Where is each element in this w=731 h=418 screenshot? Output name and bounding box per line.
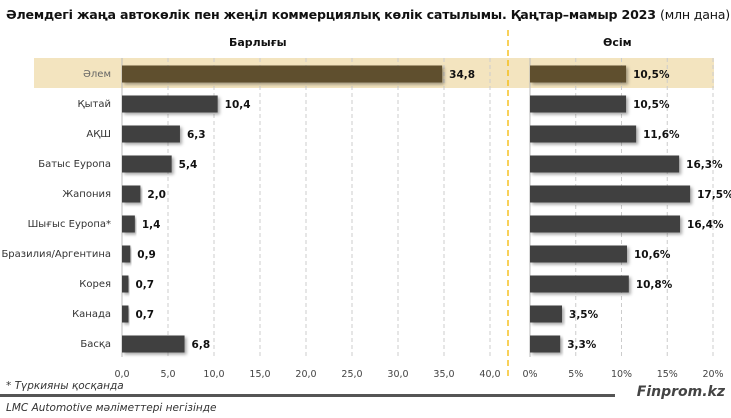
growth-value-label: 16,3% [686,159,723,171]
growth-value-label: 3,5% [569,309,599,321]
growth-bar [530,65,627,83]
chart-title: Әлемдегі жаңа автокөлік пен жеңіл коммер… [6,7,730,22]
category-label: Басқа [80,339,111,350]
category-label: Канада [72,309,111,320]
total-bar [122,95,218,113]
growth-bar [530,275,629,293]
x-tick-label: 15,0 [249,369,270,380]
total-bar [122,215,135,233]
category-label: АҚШ [86,129,111,140]
footnote: * Түркияны қосқанда [6,380,124,392]
total-value-label: 0,9 [137,249,156,261]
total-value-label: 10,4 [225,99,251,111]
category-label: Корея [79,279,111,290]
total-bar [122,335,185,353]
brand-logo: Finprom.kz [636,384,725,400]
total-value-label: 2,0 [147,189,166,201]
growth-bar [530,305,563,323]
footer-rule [0,394,615,397]
total-value-label: 0,7 [135,279,154,291]
growth-value-label: 10,5% [633,99,670,111]
x-tick-label: 10% [611,369,632,380]
category-label: Бразилия/Аргентина [1,249,111,260]
x-tick-label: 5,0 [160,369,175,380]
category-label: Шығыс Еуропа* [28,219,111,230]
x-tick-label: 5% [568,369,583,380]
source-note: LMC Automotive мәліметтері негізінде [6,402,217,414]
total-value-label: 1,4 [142,219,161,231]
growth-value-label: 3,3% [567,339,597,351]
total-bar [122,65,443,83]
total-bar [122,185,141,203]
total-value-label: 6,8 [192,339,211,351]
category-label: Батыс Еуропа [38,159,111,170]
category-label: Қытай [78,99,111,110]
total-value-label: 34,8 [449,69,475,81]
growth-bar [530,185,691,203]
x-tick-label: 15% [657,369,678,380]
growth-value-label: 10,6% [634,249,671,261]
chart-title-unit: (млн дана) [660,7,730,22]
growth-value-label: 10,5% [633,69,670,81]
panel-title-total: Барлығы [229,36,287,49]
panel-title-growth: Өсім [603,36,632,49]
x-tick-label: 20% [702,369,723,380]
x-tick-label: 0% [522,369,537,380]
x-tick-label: 30,0 [387,369,408,380]
total-bar [122,125,180,143]
total-bar [122,275,129,293]
total-value-label: 5,4 [179,159,198,171]
x-tick-label: 25,0 [341,369,362,380]
growth-value-label: 17,5% [697,189,731,201]
total-value-label: 6,3 [187,129,206,141]
growth-value-label: 10,8% [636,279,673,291]
growth-bar [530,335,561,353]
total-value-label: 0,7 [135,309,154,321]
growth-bar [530,125,637,143]
category-label: Әлем [83,69,111,80]
growth-value-label: 11,6% [643,129,680,141]
x-tick-label: 20,0 [295,369,316,380]
growth-bar [530,155,680,173]
x-tick-label: 35,0 [433,369,454,380]
total-bar [122,155,172,173]
x-tick-label: 0,0 [114,369,129,380]
growth-bar [530,215,681,233]
growth-bar [530,95,627,113]
x-tick-label: 40,0 [479,369,500,380]
chart-title-main: Әлемдегі жаңа автокөлік пен жеңіл коммер… [6,7,656,22]
growth-bar [530,245,627,263]
total-bar [122,245,131,263]
total-bar [122,305,129,323]
category-label: Жапония [62,189,111,200]
growth-value-label: 16,4% [687,219,724,231]
x-tick-label: 10,0 [203,369,224,380]
